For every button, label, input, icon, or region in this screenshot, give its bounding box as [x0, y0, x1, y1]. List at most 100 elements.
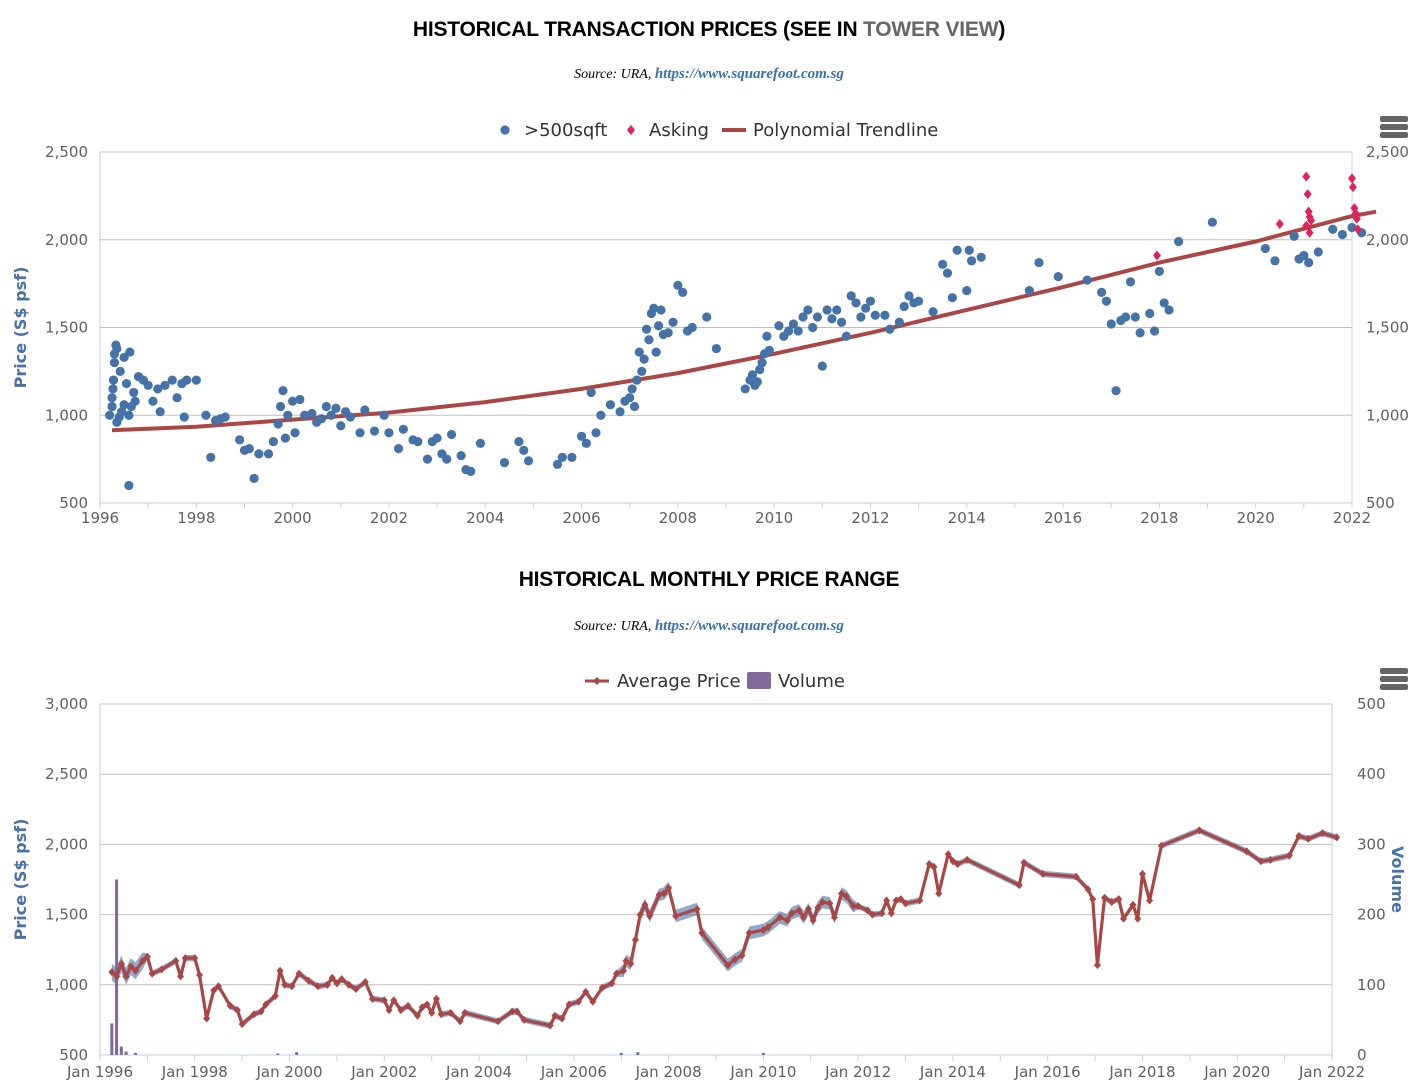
chart1-legend[interactable]: >500sqft Asking Polynomial Trendline	[500, 120, 938, 141]
tower-view-link[interactable]: TOWER VIEW	[863, 18, 999, 41]
scatter-point	[1174, 236, 1184, 247]
average-price-marker	[323, 980, 331, 989]
scatter-point	[112, 343, 122, 354]
scatter-point	[836, 317, 847, 327]
scatter-point	[899, 301, 909, 312]
x-tick-label: 1998	[177, 509, 215, 527]
scatter-point	[143, 380, 153, 391]
average-price-marker	[887, 909, 895, 918]
chart2-source-link[interactable]: https://www.squarefoot.com.sg	[654, 618, 844, 634]
average-price-marker	[783, 916, 791, 925]
scatter-point	[275, 401, 286, 412]
average-price-marker	[698, 928, 706, 937]
scatter-point	[191, 375, 201, 385]
scatter-point	[966, 256, 977, 266]
average-price-marker	[314, 982, 322, 991]
monthly-price-range-chart: 500 1,000 1,500 2,000 2,500 3,000 0 100 200 300 40…	[11, 668, 1408, 1081]
average-price-marker	[622, 956, 630, 965]
legend-label-asking: Asking	[649, 120, 709, 141]
average-price-marker	[361, 977, 369, 986]
scatter-point	[1135, 328, 1145, 338]
scatter-point	[581, 438, 591, 448]
average-price-marker	[132, 966, 140, 975]
scatter-point	[1034, 257, 1044, 268]
average-price-marker	[1129, 900, 1137, 909]
average-price-marker	[1101, 893, 1109, 902]
average-price-marker	[830, 913, 838, 922]
average-price-marker	[897, 895, 905, 904]
average-price-marker	[916, 896, 924, 905]
average-price-marker	[883, 896, 891, 905]
average-price-marker	[196, 970, 204, 979]
range-area-path	[111, 827, 1337, 1029]
average-price-marker	[655, 890, 663, 899]
chart1-source-link[interactable]: https://www.squarefoot.com.sg	[654, 66, 844, 82]
volume-bar	[276, 1053, 280, 1055]
average-price-marker	[1333, 833, 1341, 842]
scatter-point	[124, 480, 134, 491]
volume-bar	[761, 1052, 765, 1055]
average-price-marker	[143, 952, 151, 961]
scatter-point	[1154, 266, 1164, 276]
chart1-menu-button[interactable]	[1380, 116, 1408, 138]
scatter-point	[254, 449, 264, 459]
scatter-point	[155, 407, 165, 417]
scatter-point	[278, 386, 288, 396]
average-price-marker	[800, 913, 808, 922]
scatter-point	[711, 343, 721, 354]
scatter-point	[268, 436, 278, 447]
average-price-marker	[113, 972, 121, 981]
average-price-marker	[693, 904, 701, 913]
average-price-marker	[620, 966, 628, 975]
average-price-marker	[1115, 895, 1123, 904]
average-price-marker	[333, 979, 341, 988]
scatter-point	[249, 473, 259, 484]
legend-label-trendline: Polynomial Trendline	[753, 120, 938, 141]
average-price-marker	[191, 954, 199, 963]
scatter-point	[644, 335, 654, 345]
chart2-menu-button[interactable]	[1380, 668, 1408, 690]
scatter-point	[1159, 298, 1169, 308]
average-price-marker	[281, 980, 289, 989]
scatter-point	[280, 433, 290, 443]
x-tick-label: 2000	[274, 509, 312, 527]
chart2-legend[interactable]: Average Price Volume	[585, 671, 845, 692]
scatter-point	[1260, 243, 1270, 254]
x-tick-label: Jan 1996	[66, 1063, 133, 1081]
average-price-marker	[437, 1010, 445, 1019]
scatter-point	[1121, 312, 1131, 322]
scatter-point	[687, 322, 697, 333]
volume-bar	[115, 879, 119, 1055]
average-price-marker	[849, 902, 857, 911]
scatter-point	[1106, 319, 1116, 329]
chart2-gridlines	[100, 703, 1332, 1056]
scatter-point	[605, 400, 616, 410]
asking-point	[1302, 171, 1311, 182]
average-price-marker	[345, 980, 353, 989]
asking-point	[1307, 215, 1316, 226]
average-price-marker	[930, 862, 938, 871]
chart2-source-prefix: Source: URA,	[574, 619, 655, 634]
scatter-point	[976, 252, 986, 262]
scatter-point	[107, 393, 117, 403]
average-price-marker	[158, 965, 166, 974]
average-price-marker	[447, 1008, 455, 1017]
asking-point	[1352, 213, 1361, 224]
scatter-point	[740, 384, 750, 394]
y-tick-label: 1,000	[45, 406, 88, 424]
scatter-point	[115, 366, 125, 376]
average-price-marker	[432, 994, 440, 1003]
scatter-point	[119, 400, 129, 410]
x-tick-label: Jan 2002	[350, 1063, 417, 1081]
scatter-point	[784, 326, 794, 336]
scatter-point	[130, 396, 140, 406]
scatter-point	[108, 384, 118, 394]
scatter-point	[557, 452, 567, 462]
scatter-point	[861, 303, 871, 313]
scatter-point	[108, 375, 119, 385]
scatter-point	[519, 445, 529, 455]
scatter-point	[475, 438, 486, 448]
average-price-marker	[385, 1006, 393, 1015]
legend-label-average: Average Price	[617, 671, 741, 692]
average-price-marker	[1093, 961, 1101, 970]
